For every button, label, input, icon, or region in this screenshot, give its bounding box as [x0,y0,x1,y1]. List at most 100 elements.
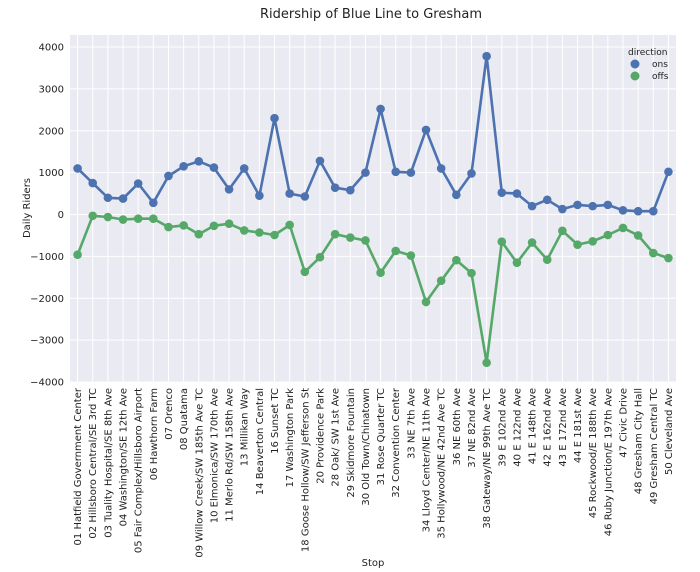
point-ons [330,183,340,192]
point-offs [224,219,234,229]
x-tick-label: 29 Skidmore Fountain [346,388,357,498]
point-offs [648,248,658,258]
point-offs [179,221,188,230]
x-tick-label: 45 Rockwood/E 188th Ave [588,388,599,518]
y-tick-label: 4000 [39,43,64,54]
point-offs [209,221,219,231]
point-ons [512,189,522,198]
y-tick-label: 0 [58,210,64,221]
point-ons [300,192,310,201]
point-ons [224,185,234,194]
x-axis-label: Stop [362,558,385,569]
point-offs [270,230,279,240]
point-offs [73,250,82,259]
point-offs [436,276,446,285]
point-ons [664,167,673,177]
point-offs [633,231,643,240]
point-offs [149,214,158,223]
point-ons [179,162,188,171]
point-offs [300,267,310,277]
point-ons [633,206,643,216]
point-offs [512,258,522,267]
x-tick-labels: 01 Hatfield Government Center 02 Hillsbor… [73,387,675,558]
y-tick-label: −1000 [30,252,64,263]
point-offs [88,211,98,221]
x-tick-label: 01 Hatfield Government Center [73,387,84,545]
point-ons [603,200,613,210]
x-tick-label: 37 NE 82nd Ave [467,388,478,468]
x-tick-label: 02 Hillsboro Central/SE 3rd TC [88,388,99,539]
y-tick-label: 3000 [39,84,64,95]
y-tick-label: 1000 [39,168,64,179]
plot-area [70,35,676,382]
x-tick-label: 07 Orenco [164,388,175,440]
y-tick-label: −2000 [30,294,64,305]
point-ons [421,125,431,135]
x-tick-label: 04 Washington/SE 12th Ave [119,388,130,526]
point-ons [73,164,82,173]
point-offs [542,255,552,265]
point-offs [467,268,476,278]
point-ons [573,200,582,210]
point-ons [239,164,249,173]
point-offs [133,214,143,223]
point-offs [527,238,537,247]
x-tick-label: 49 Gresham Central TC [649,388,660,504]
point-ons [118,194,128,203]
series-points [73,51,673,368]
point-ons [285,189,294,198]
point-offs [194,229,204,239]
point-ons [209,163,219,172]
point-ons [88,178,98,188]
point-ons [149,198,158,208]
point-ons [133,179,143,188]
point-ons [588,201,597,211]
x-tick-label: 41 E 148th Ave [528,388,539,464]
point-ons [648,206,658,216]
point-offs [391,246,401,256]
x-tick-label: 05 Fair Complex/Hillsboro Airport [134,388,145,553]
x-tick-label: 17 Washington Park [285,388,296,488]
x-tick-label: 11 Merlo Rd/SW 158th Ave [225,388,236,522]
point-ons [406,168,416,177]
point-offs [330,229,340,239]
point-offs [361,236,370,245]
series-lines [76,54,670,365]
point-offs [239,226,249,235]
x-tick-label: 42 E 162nd Ave [543,388,554,467]
point-offs [482,358,491,368]
y-tick-label: −3000 [30,336,64,347]
point-offs [452,255,461,265]
y-tick-label: 2000 [39,126,64,137]
point-offs [315,252,325,262]
x-tick-label: 33 NE 7th Ave [406,388,417,459]
point-offs [573,240,582,249]
x-tick-label: 18 Goose Hollow/SW Jefferson St [300,388,311,552]
x-tick-label: 16 Sunset TC [270,388,281,454]
x-tick-label: 35 Hollywood/NE 42nd Ave TC [437,388,448,539]
x-tick-label: 47 Civic Drive [618,388,629,458]
legend-label-offs: offs [652,72,669,82]
legend-title: direction [628,48,667,58]
point-offs [497,237,507,247]
point-offs [345,233,355,242]
point-offs [558,226,567,236]
point-ons [618,206,628,215]
y-tick-labels: −4000 −3000 −2000 −1000 0 1000 2000 3000 4000 [30,43,64,389]
point-ons [361,168,370,177]
point-offs [285,220,294,230]
point-offs [664,253,673,263]
point-offs [406,251,416,260]
x-tick-label: 43 E 172nd Ave [558,388,569,467]
point-offs [103,212,113,222]
point-ons [164,171,173,181]
point-ons [103,193,113,203]
x-tick-label: 32 Convention Center [391,387,402,498]
x-tick-label: 34 Lloyd Center/NE 11th Ave [422,388,433,532]
point-ons [270,113,279,123]
legend-marker-offs [630,71,640,81]
point-offs [618,223,628,233]
series-line-offs [76,214,669,365]
point-ons [497,188,507,198]
